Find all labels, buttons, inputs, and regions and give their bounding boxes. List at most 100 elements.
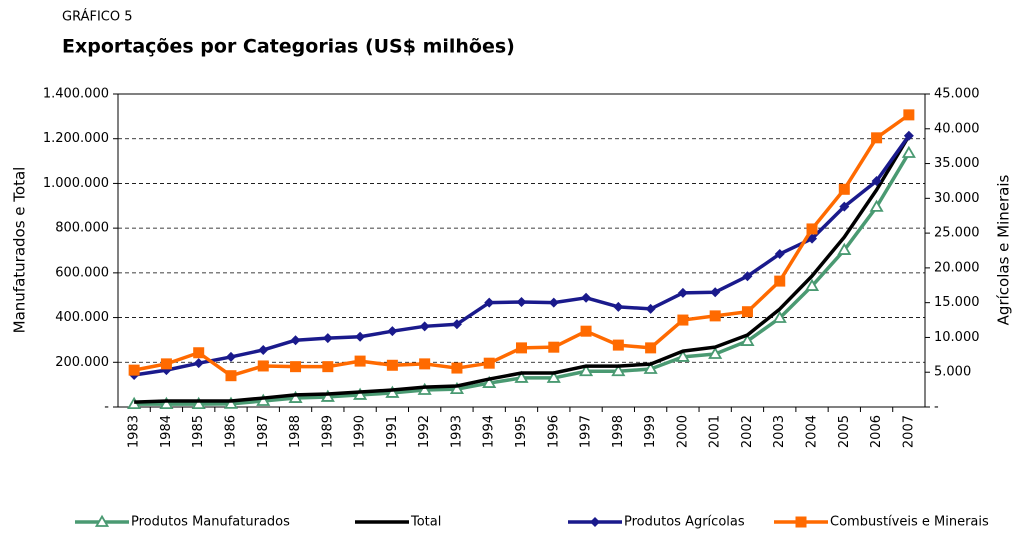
data-point (419, 321, 430, 332)
data-point (741, 306, 753, 318)
data-point (709, 310, 721, 322)
data-point (516, 296, 527, 307)
y-tick-label: 1.000.000 (43, 176, 109, 191)
y-tick-label: 400.000 (55, 310, 109, 325)
legend-label: Total (410, 515, 441, 530)
x-tick-label: 2006 (869, 415, 884, 448)
legend-label: Combustíveis e Minerais (830, 515, 989, 530)
legend-marker (795, 516, 807, 528)
x-tick-label: 1987 (256, 415, 271, 448)
data-point (482, 375, 497, 388)
x-tick-label: 2005 (837, 415, 852, 448)
legend-label: Produtos Agrícolas (624, 515, 745, 530)
x-tick-label: 1991 (385, 415, 400, 448)
data-point (837, 242, 852, 255)
data-point (256, 393, 271, 406)
x-tick-label: 1995 (514, 415, 529, 448)
y2-tick-label: 25.000 (934, 226, 980, 241)
data-point (354, 355, 366, 367)
data-point (838, 183, 850, 195)
data-point (258, 344, 269, 355)
data-point (742, 271, 753, 282)
series-line (134, 135, 911, 404)
x-tick-label: 2007 (901, 415, 916, 448)
y2-axis-label: Agrícolas e Minerais (995, 174, 1013, 325)
data-point (581, 292, 592, 303)
data-point (611, 363, 626, 377)
data-point (740, 333, 755, 346)
data-point (578, 363, 594, 377)
data-point (774, 275, 786, 287)
data-point (677, 287, 688, 298)
legend-marker (590, 517, 600, 527)
y2-tick-label: - (934, 400, 939, 415)
series-line (133, 134, 911, 377)
x-tick-label: 1989 (320, 415, 335, 448)
data-point (871, 175, 882, 186)
x-tick-label: 1988 (288, 415, 303, 448)
x-tick-label: 1998 (611, 415, 626, 448)
data-point (290, 335, 301, 346)
y2-tick-label: 45.000 (934, 87, 980, 102)
data-point (159, 396, 174, 409)
data-point (903, 130, 914, 141)
y2-tick-label: 30.000 (934, 191, 980, 206)
y2-tick-label: 5.000 (934, 365, 971, 380)
data-point (128, 364, 140, 376)
data-point (353, 387, 368, 400)
y-tick-label: 1.400.000 (43, 87, 109, 102)
data-point (419, 358, 431, 370)
data-point (320, 389, 335, 402)
data-point (290, 361, 302, 373)
data-point (223, 396, 239, 409)
y-tick-label: 200.000 (55, 355, 109, 370)
x-tick-label: 1983 (127, 415, 142, 448)
data-point (193, 347, 205, 359)
x-tick-label: 1992 (417, 415, 432, 448)
x-tick-label: 2001 (708, 415, 723, 448)
data-point (386, 359, 398, 371)
data-point (257, 360, 269, 372)
data-point (643, 361, 658, 374)
y2-tick-label: 40.000 (934, 121, 980, 136)
data-point (871, 132, 883, 144)
data-point (774, 248, 785, 259)
y2-tick-label: 15.000 (934, 295, 980, 310)
data-point (191, 396, 206, 409)
data-point (385, 385, 400, 398)
y-tick-label: 600.000 (55, 265, 109, 280)
data-point (387, 326, 398, 337)
data-point (514, 370, 529, 383)
x-tick-label: 1984 (159, 415, 174, 448)
data-point (806, 223, 818, 235)
data-point (612, 339, 624, 351)
data-point (677, 314, 689, 326)
data-point (451, 362, 463, 374)
x-tick-label: 2002 (740, 415, 755, 448)
data-point (901, 145, 916, 158)
legend-label: Produtos Manufaturados (131, 515, 290, 530)
legend: Produtos Manufaturados Total Produtos Agrí… (75, 515, 989, 530)
data-point (355, 331, 366, 342)
data-point (160, 358, 172, 370)
x-tick-label: 1993 (449, 415, 464, 448)
data-point (484, 297, 495, 308)
data-point (288, 390, 303, 403)
data-point (322, 333, 333, 344)
data-point (225, 370, 237, 382)
data-point (516, 342, 527, 354)
x-tick-label: 1997 (579, 415, 594, 448)
y-tick-label: - (104, 400, 109, 415)
x-tick-label: 2004 (805, 415, 820, 448)
y2-tick-label: 35.000 (934, 156, 980, 171)
data-point (451, 319, 462, 330)
data-point (322, 361, 334, 373)
x-tick-label: 1990 (353, 415, 368, 448)
x-tick-label: 1999 (643, 415, 658, 448)
data-point (613, 301, 624, 312)
x-tick-label: 1994 (482, 415, 497, 448)
x-tick-label: 1985 (191, 415, 206, 448)
x-tick-label: 2000 (675, 415, 690, 448)
data-point (580, 325, 592, 337)
